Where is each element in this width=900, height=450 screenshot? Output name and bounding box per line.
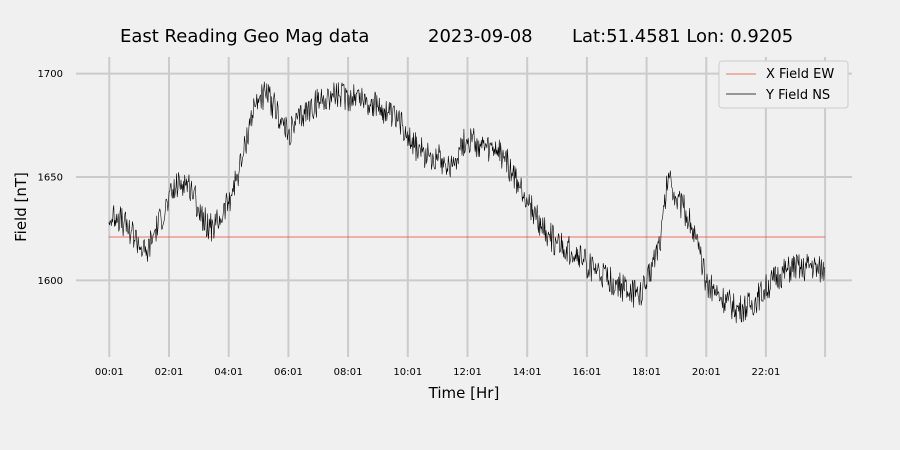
chart-title-location: Lat:51.4581 Lon: 0.9205: [572, 26, 793, 47]
y-tick-label-1: 1650: [38, 173, 63, 184]
x-tick-label-6: 12:01: [453, 367, 482, 378]
chart-title-date: 2023-09-08: [428, 26, 533, 47]
x-tick-label-1: 02:01: [155, 367, 184, 378]
series-layer: [108, 81, 826, 324]
legend-label-y-field: Y Field NS: [765, 88, 830, 103]
x-tick-label-3: 06:01: [274, 367, 303, 378]
x-axis-label: Time [Hr]: [428, 384, 500, 402]
x-tick-label-2: 04:01: [214, 367, 243, 378]
series-line-1: [108, 81, 826, 324]
x-tick-label-4: 08:01: [334, 367, 363, 378]
x-tick-label-5: 10:01: [393, 367, 422, 378]
chart-title-station: East Reading Geo Mag data: [120, 26, 369, 47]
x-tick-labels: 00:01 02:01 04:01 06:01 08:01 10:01 12:01 14:01…: [95, 367, 780, 378]
y-axis-label: Field [nT]: [12, 172, 30, 242]
x-tick-label-7: 14:01: [513, 367, 542, 378]
x-tick-label-8: 16:01: [572, 367, 601, 378]
y-tick-label-2: 1700: [38, 69, 63, 80]
legend-label-x-field: X Field EW: [766, 67, 834, 82]
x-tick-label-0: 00:01: [95, 367, 124, 378]
x-tick-label-11: 22:01: [751, 367, 780, 378]
x-tick-label-9: 18:01: [632, 367, 661, 378]
legend: X Field EW Y Field NS: [718, 60, 849, 109]
legend-box: [718, 60, 849, 109]
x-gridlines: [108, 57, 827, 357]
x-tick-label-10: 20:01: [692, 367, 721, 378]
y-tick-label-0: 1600: [38, 276, 63, 287]
y-tick-labels: 1600 1650 1700: [38, 69, 63, 287]
chart-title: East Reading Geo Mag data 2023-09-08 Lat…: [120, 26, 793, 47]
series-1: [108, 81, 826, 324]
